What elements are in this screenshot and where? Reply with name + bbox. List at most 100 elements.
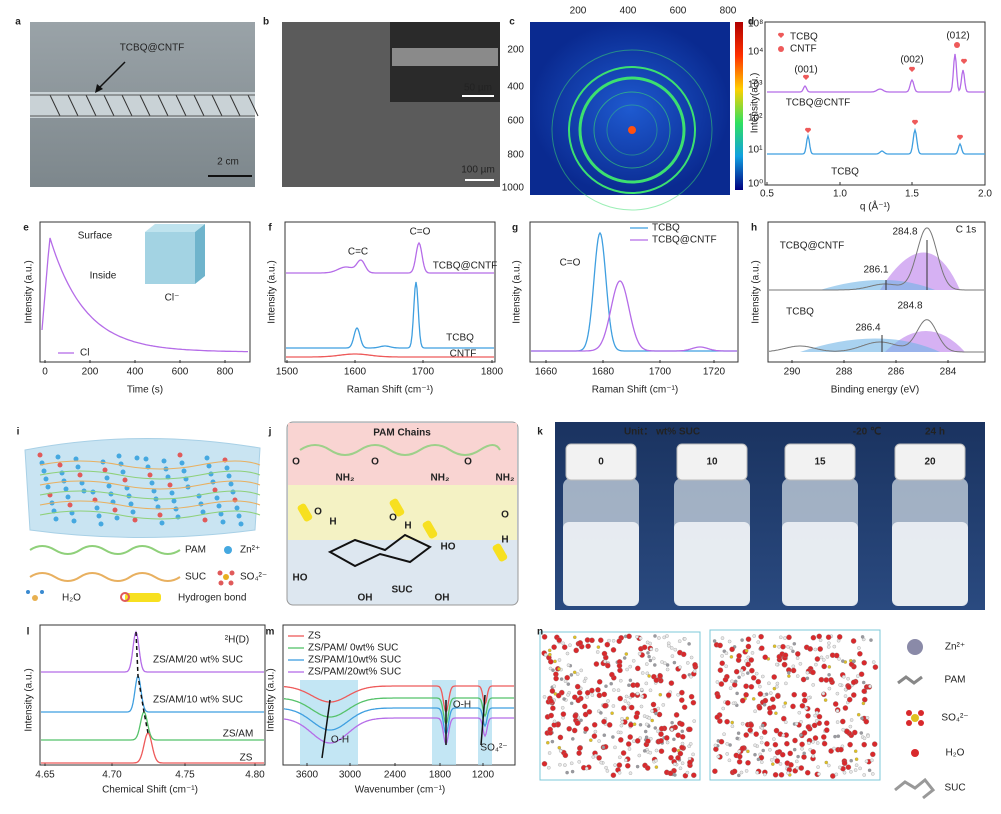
label: O [371, 457, 379, 468]
atom [687, 759, 693, 766]
label: 286.1 [863, 265, 888, 276]
atom [810, 749, 816, 755]
curve [41, 674, 264, 713]
atom [556, 637, 562, 643]
tick-label: 4.65 [35, 770, 55, 781]
atom [685, 770, 690, 775]
chain [39, 510, 261, 520]
atom [825, 655, 830, 659]
atom [816, 713, 823, 720]
ion [90, 489, 96, 495]
atom [853, 768, 858, 772]
atom [786, 645, 790, 649]
atom [858, 766, 862, 771]
atom [764, 741, 770, 747]
label: (002) [900, 55, 923, 66]
label: SUC [944, 783, 965, 794]
atom [585, 643, 591, 649]
heart [956, 134, 964, 140]
panel-label: b [263, 17, 269, 28]
label: Chemical Shift (cm⁻¹) [102, 785, 198, 796]
atom [780, 643, 786, 650]
atom [687, 642, 691, 646]
atom [673, 647, 678, 652]
atom [727, 639, 732, 644]
label: ZS/PAM/10wt% SUC [308, 655, 401, 666]
atom [851, 692, 857, 698]
atom [774, 711, 778, 715]
dot [954, 42, 960, 48]
label: Binding energy (eV) [831, 385, 919, 396]
atom [653, 726, 658, 730]
atom [862, 696, 868, 703]
curve [41, 711, 264, 741]
atom [593, 753, 598, 758]
atom [577, 760, 581, 764]
atom [854, 763, 859, 767]
tick-label: 600 [670, 6, 687, 17]
atom [800, 747, 804, 751]
atom [812, 735, 819, 741]
atom [552, 684, 556, 688]
atom [722, 649, 727, 653]
ion [169, 490, 175, 496]
atom [575, 697, 582, 704]
atom [835, 691, 840, 696]
atom [541, 634, 548, 640]
colorbar-label: 10⁰ [748, 179, 763, 190]
atom [801, 754, 807, 760]
atom [625, 741, 632, 747]
label: CNTF [450, 349, 477, 360]
tick-label: 600 [507, 116, 524, 127]
atom [824, 720, 830, 726]
atom [653, 634, 657, 638]
atom [654, 648, 659, 652]
atom [680, 761, 685, 765]
atom [744, 648, 749, 653]
atom [657, 636, 661, 640]
atom [806, 696, 811, 700]
tick-label: 200 [570, 6, 587, 17]
tick-label: 290 [784, 367, 801, 378]
atom [818, 676, 825, 683]
atom [870, 751, 876, 758]
atom [607, 638, 611, 643]
atom [791, 649, 795, 654]
dot [778, 46, 784, 52]
atom [871, 741, 878, 747]
atom [736, 759, 743, 765]
atom [866, 734, 870, 738]
atom [775, 684, 779, 689]
atom [775, 681, 780, 686]
atom [677, 750, 684, 757]
atom [748, 722, 754, 728]
label: 0 [598, 457, 604, 468]
atom [791, 664, 796, 669]
panel-label: a [15, 17, 21, 28]
ion [234, 505, 240, 511]
ion [98, 521, 104, 527]
fill [800, 338, 940, 352]
ion [65, 494, 71, 500]
atom [743, 732, 749, 738]
atom [689, 674, 693, 679]
hbond [389, 498, 405, 517]
atom [748, 684, 755, 690]
line [247, 94, 259, 117]
label: OH [435, 593, 450, 604]
atom [656, 729, 660, 734]
tick-label: 1720 [703, 367, 726, 378]
o [918, 720, 924, 726]
atom [670, 720, 674, 725]
ion [67, 502, 73, 508]
atom [772, 772, 779, 778]
curve [531, 231, 737, 352]
atom [761, 748, 765, 753]
atom [771, 674, 777, 680]
atom [759, 740, 764, 745]
atom [849, 770, 853, 774]
atom [686, 661, 690, 665]
atom [772, 741, 779, 748]
atom [769, 696, 776, 702]
dash [135, 631, 149, 734]
